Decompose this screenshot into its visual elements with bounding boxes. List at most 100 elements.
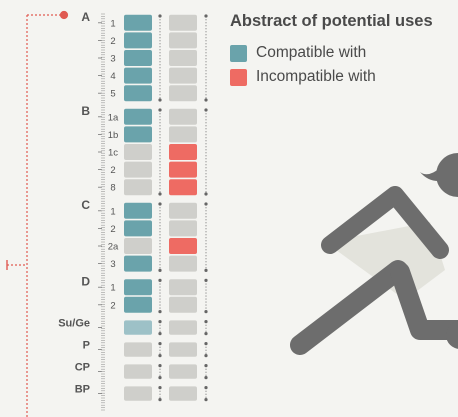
cell-compatibility-neutral bbox=[124, 144, 152, 160]
zone-label: P bbox=[83, 340, 90, 352]
divider-dot bbox=[204, 108, 208, 112]
zone-label: B bbox=[81, 104, 90, 118]
row-label: 2 bbox=[110, 165, 115, 176]
divider-dot bbox=[158, 332, 162, 336]
cell-incompatibility-neutral bbox=[169, 32, 197, 49]
legend-label: Incompatible with bbox=[256, 68, 376, 85]
row-label: 1 bbox=[110, 18, 115, 29]
divider-dot bbox=[204, 278, 208, 282]
cell-compatibility-compatible bbox=[124, 85, 152, 102]
divider-dot bbox=[204, 342, 208, 346]
legend-swatch-incompatible bbox=[230, 68, 247, 86]
row-label: 4 bbox=[110, 71, 115, 82]
cell-incompatibility-neutral bbox=[169, 108, 197, 125]
figure-arm bbox=[321, 186, 449, 259]
divider-dot bbox=[204, 202, 208, 206]
figure-ball bbox=[446, 321, 458, 349]
row-label: 1 bbox=[110, 206, 115, 217]
row-label: 1c bbox=[108, 148, 118, 159]
cell-compatibility-compatible bbox=[124, 202, 152, 219]
divider-dot bbox=[158, 320, 162, 324]
divider-dot bbox=[204, 320, 208, 324]
figure-head bbox=[436, 153, 458, 197]
divider-dot bbox=[204, 192, 208, 196]
cells-grid bbox=[124, 14, 197, 401]
divider-dot bbox=[158, 14, 162, 18]
cell-incompatibility-neutral bbox=[169, 67, 197, 84]
cell-compatibility-compatible bbox=[124, 108, 152, 125]
cell-incompatibility-neutral bbox=[169, 14, 197, 31]
cell-incompatibility-neutral bbox=[169, 364, 197, 379]
row-label: 2 bbox=[110, 36, 115, 47]
divider-dot bbox=[158, 202, 162, 206]
cell-incompatibility-incompatible bbox=[169, 179, 197, 196]
cell-compatibility-compatible bbox=[124, 279, 152, 296]
legend-label: Compatible with bbox=[256, 44, 367, 61]
connector-top-dot bbox=[59, 10, 69, 20]
legend-item-compatible: Compatible with bbox=[230, 44, 366, 62]
row-label: 1 bbox=[110, 283, 115, 294]
cell-compatibility-neutral bbox=[124, 238, 152, 254]
divider-dot bbox=[204, 14, 208, 18]
zone-labels: A B C D Su/Ge P CP BP bbox=[58, 10, 90, 396]
divider-dot bbox=[204, 376, 208, 380]
figure-leg-back bbox=[290, 260, 408, 355]
divider-dot bbox=[158, 268, 162, 272]
cell-compatibility-compatible bbox=[124, 67, 152, 84]
row-label: 1b bbox=[108, 130, 119, 141]
cell-compatibility-compatible bbox=[124, 255, 152, 272]
connector-bracket bbox=[6, 10, 69, 417]
cell-incompatibility-neutral bbox=[169, 279, 197, 296]
divider-dot bbox=[158, 342, 162, 346]
zone-label: A bbox=[81, 10, 90, 24]
divider-dot bbox=[158, 310, 162, 314]
row-label: 3 bbox=[110, 54, 115, 65]
cell-incompatibility-incompatible bbox=[169, 238, 197, 254]
cell-incompatibility-neutral bbox=[169, 85, 197, 102]
cell-compatibility-neutral bbox=[124, 364, 152, 379]
divider-dot bbox=[204, 310, 208, 314]
cell-incompatibility-neutral bbox=[169, 386, 197, 401]
divider-dot bbox=[158, 398, 162, 402]
cell-compatibility-compatible bbox=[124, 14, 152, 31]
cell-compatibility-compatible_light bbox=[124, 320, 152, 335]
cell-compatibility-compatible bbox=[124, 126, 152, 143]
divider-dot bbox=[158, 278, 162, 282]
zone-label: D bbox=[81, 274, 90, 288]
divider-dot bbox=[204, 354, 208, 358]
row-label: 1a bbox=[108, 112, 119, 123]
cell-incompatibility-neutral bbox=[169, 296, 197, 313]
divider-dot bbox=[158, 108, 162, 112]
running-figure-icon bbox=[290, 153, 458, 355]
divider-dot bbox=[158, 354, 162, 358]
divider-dot bbox=[158, 364, 162, 368]
row-label: 2 bbox=[110, 300, 115, 311]
cell-compatibility-neutral bbox=[124, 179, 152, 196]
divider-dot bbox=[158, 98, 162, 102]
cell-compatibility-compatible bbox=[124, 220, 152, 237]
cell-compatibility-neutral bbox=[124, 386, 152, 401]
divider-dot bbox=[204, 98, 208, 102]
divider-dot bbox=[158, 192, 162, 196]
cell-incompatibility-neutral bbox=[169, 202, 197, 219]
cell-incompatibility-incompatible bbox=[169, 161, 197, 178]
column-dividers bbox=[158, 14, 208, 402]
cell-incompatibility-neutral bbox=[169, 320, 197, 335]
divider-dot bbox=[204, 398, 208, 402]
row-label: 5 bbox=[110, 89, 115, 100]
cell-incompatibility-neutral bbox=[169, 50, 197, 66]
zone-label: BP bbox=[75, 384, 90, 396]
divider-dot bbox=[158, 376, 162, 380]
row-label: 2a bbox=[108, 242, 119, 253]
row-label: 3 bbox=[110, 259, 115, 270]
zone-label: Su/Ge bbox=[58, 318, 90, 330]
row-label: 2 bbox=[110, 224, 115, 235]
cell-compatibility-compatible bbox=[124, 32, 152, 49]
legend-item-incompatible: Incompatible with bbox=[230, 68, 376, 86]
divider-dot bbox=[204, 364, 208, 368]
legend-title: Abstract of potential uses bbox=[230, 12, 433, 30]
cell-incompatibility-neutral bbox=[169, 126, 197, 143]
cell-incompatibility-incompatible bbox=[169, 144, 197, 160]
cell-compatibility-neutral bbox=[124, 161, 152, 178]
